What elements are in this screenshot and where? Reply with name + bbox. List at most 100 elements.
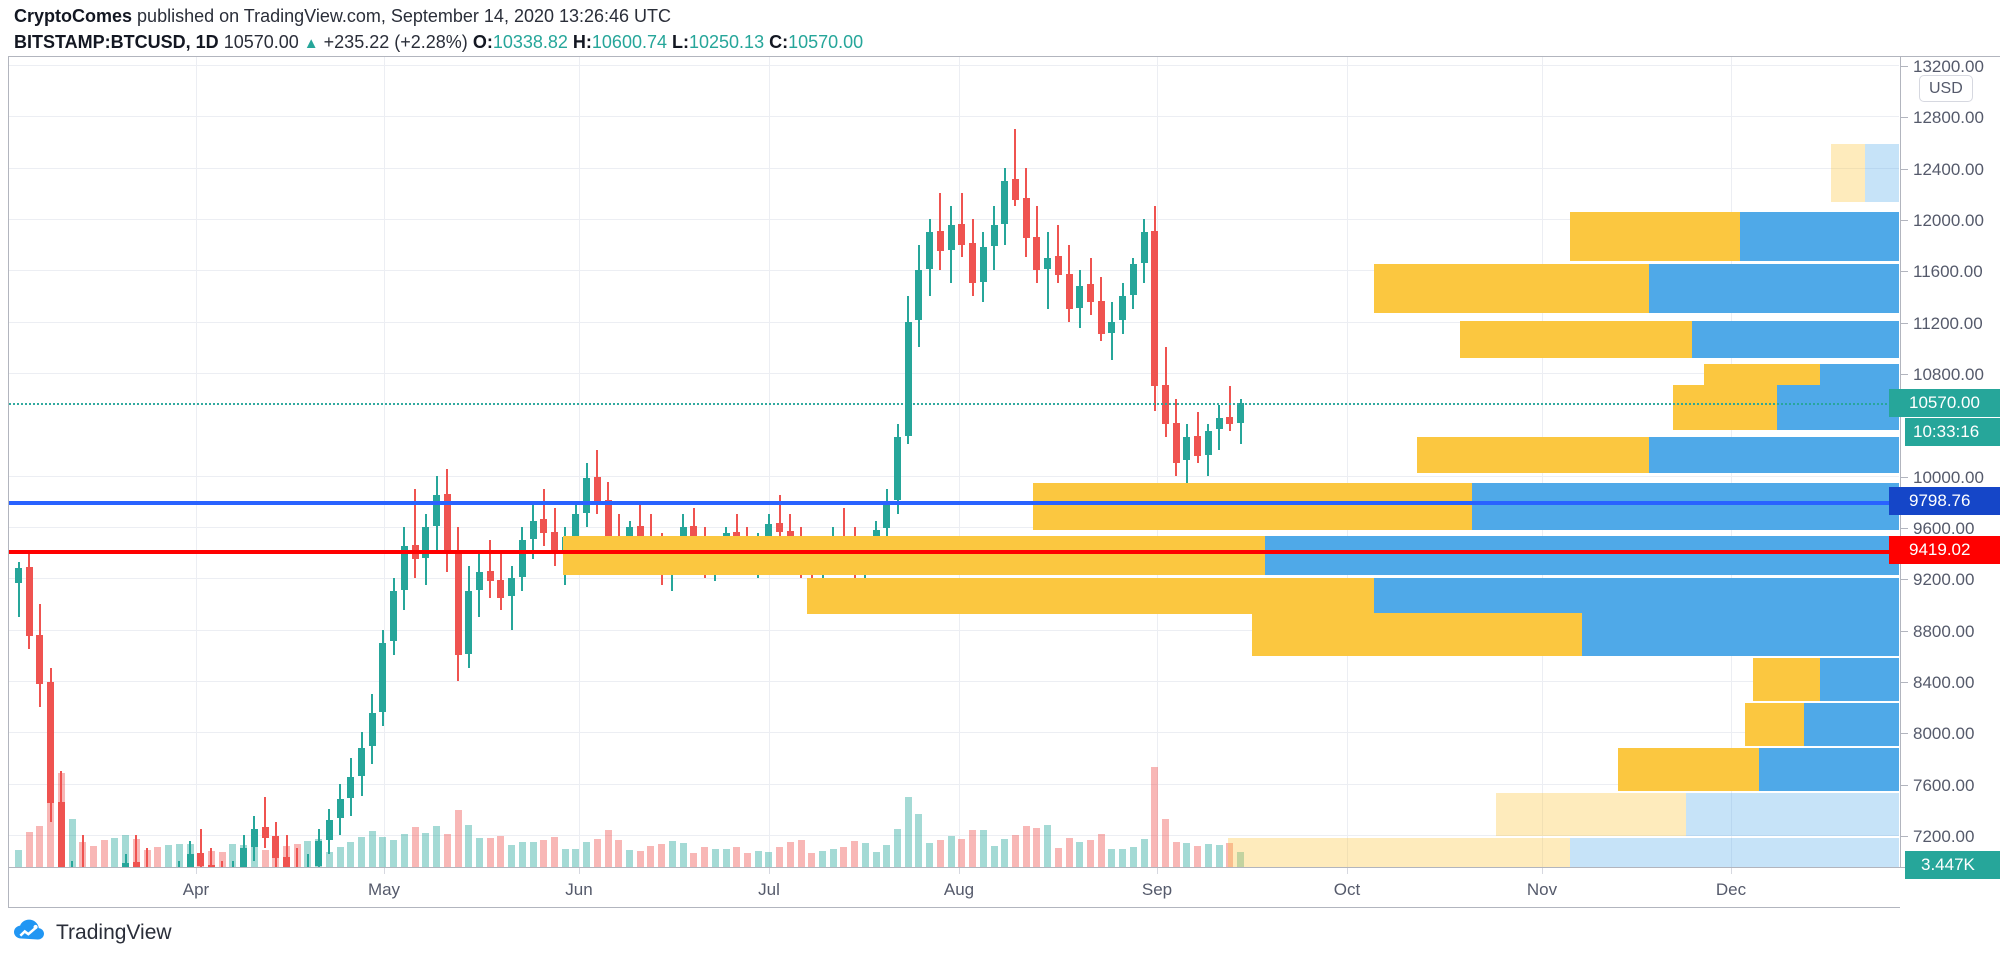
- gridline-horizontal: [9, 783, 1899, 785]
- candle-wick: [146, 847, 149, 867]
- volume-bar: [497, 835, 505, 867]
- candle-body: [690, 525, 698, 543]
- time-scale[interactable]: Apr May Jun Jul Aug Sep Oct Nov Dec: [8, 868, 1900, 908]
- time-axis-label: Apr: [182, 880, 210, 899]
- time-tick: [1542, 868, 1543, 874]
- publisher-name: CryptoComes: [14, 6, 133, 26]
- volume-bar: [604, 829, 612, 867]
- candle-body: [57, 801, 65, 867]
- price-axis-label: 7200.00: [1913, 827, 1975, 846]
- volume-bar: [368, 830, 376, 867]
- volume-bar: [583, 841, 591, 867]
- volume-profile-row: [1673, 384, 1899, 431]
- candle-body: [122, 863, 130, 867]
- candle-wick: [210, 847, 213, 867]
- candle-body: [776, 523, 784, 533]
- candle-body: [497, 579, 505, 598]
- volume-bar: [15, 850, 22, 867]
- price-tick: [1901, 271, 1908, 273]
- volume-profile-buy-segment: [1252, 613, 1582, 657]
- time-axis-label: Jun: [565, 880, 593, 899]
- volume-bar: [540, 839, 548, 867]
- low-key: L:: [672, 32, 689, 52]
- volume-bar: [325, 851, 333, 867]
- gridline-vertical: [959, 57, 960, 867]
- gridline-horizontal: [9, 270, 1899, 272]
- volume-bar: [518, 842, 526, 867]
- candle-body: [486, 570, 494, 581]
- volume-bar: [132, 839, 140, 867]
- volume-bar: [347, 842, 355, 867]
- price-axis-label: 10000.00: [1913, 467, 1984, 487]
- price-tick: [1901, 374, 1908, 375]
- candle-body: [207, 864, 215, 867]
- chart-pane[interactable]: [8, 56, 1900, 868]
- candle-body: [315, 841, 323, 866]
- volume-bar: [197, 853, 205, 867]
- candle-body: [272, 836, 280, 859]
- volume-bar: [947, 836, 955, 867]
- volume-profile-row: [1569, 212, 1899, 262]
- candlestick-plot[interactable]: [9, 57, 1899, 867]
- candle-body: [1022, 198, 1030, 239]
- candle-body: [325, 819, 333, 841]
- volume-bar: [57, 773, 65, 867]
- support-line[interactable]: [9, 550, 1899, 555]
- footer: TradingView: [14, 918, 172, 947]
- volume-profile-buy-segment: [1228, 837, 1570, 867]
- candle-body: [283, 856, 290, 867]
- volume-profile-buy-segment: [807, 577, 1375, 615]
- support-price-badge[interactable]: 9419.02: [1889, 536, 2000, 565]
- price-scale[interactable]: USD 13200.00 12800.00 12400.00 12000.00 1160…: [1889, 56, 2000, 879]
- volume-bar: [272, 848, 280, 867]
- volume-profile-sell-segment: [1648, 263, 1899, 313]
- candle-body: [15, 568, 22, 584]
- volume-bar: [25, 832, 33, 867]
- currency-badge[interactable]: USD: [1919, 75, 1973, 103]
- candle-wick: [81, 835, 84, 867]
- last-price-dotted-line[interactable]: [9, 402, 1899, 405]
- symbol-label[interactable]: BITSTAMP:BTCUSD, 1D: [14, 32, 219, 52]
- price-tick: [1901, 66, 1908, 67]
- volume-bar: [904, 797, 912, 867]
- volume-profile-sell-segment: [1740, 212, 1899, 262]
- last-price-badge[interactable]: 10570.00: [1889, 388, 2000, 417]
- candle-body: [1011, 179, 1019, 200]
- candle-body: [368, 713, 376, 747]
- volume-profile-sell-segment: [1777, 384, 1899, 431]
- resistance-price-badge[interactable]: 9798.76: [1889, 487, 2000, 516]
- time-axis-label: Dec: [1715, 880, 1747, 899]
- volume-bar: [840, 846, 848, 867]
- tradingview-logo-icon: [14, 918, 44, 947]
- volume-profile-sell-segment: [1472, 483, 1899, 530]
- volume-bar: [1162, 819, 1170, 867]
- candle-wick: [510, 565, 513, 630]
- price-tick: [1901, 733, 1908, 735]
- volume-bar: [593, 838, 601, 867]
- symbol-ohlc-line: BITSTAMP:BTCUSD, 1D 10570.00 ▲ +235.22 (…: [14, 32, 863, 53]
- volume-profile-row: [1417, 436, 1899, 474]
- volume-bar: [690, 852, 698, 867]
- volume-bar: [411, 827, 419, 867]
- candle-wick: [296, 847, 299, 867]
- volume-bar: [808, 852, 816, 867]
- volume-bar: [443, 833, 451, 867]
- volume-bar: [1097, 833, 1105, 867]
- price-axis-label: 8800.00: [1913, 621, 1975, 641]
- candle-body: [883, 501, 891, 529]
- volume-bar: [229, 844, 237, 867]
- time-tick: [579, 868, 580, 874]
- volume-bar: [1076, 842, 1084, 867]
- price-tick: [1901, 476, 1908, 478]
- candle-body: [551, 532, 558, 553]
- volume-bar: [529, 842, 537, 867]
- chart-header: CryptoComes published on TradingView.com…: [0, 0, 2000, 56]
- resistance-line[interactable]: [9, 501, 1899, 506]
- price-axis-label: 12800.00: [1913, 108, 1984, 128]
- volume-profile-sell-segment: [1569, 837, 1899, 867]
- volume-bar: [636, 850, 644, 867]
- candle-body: [390, 591, 398, 642]
- volume-bar: [1172, 842, 1180, 867]
- volume-bar: [990, 846, 998, 867]
- candle-body: [1129, 263, 1137, 295]
